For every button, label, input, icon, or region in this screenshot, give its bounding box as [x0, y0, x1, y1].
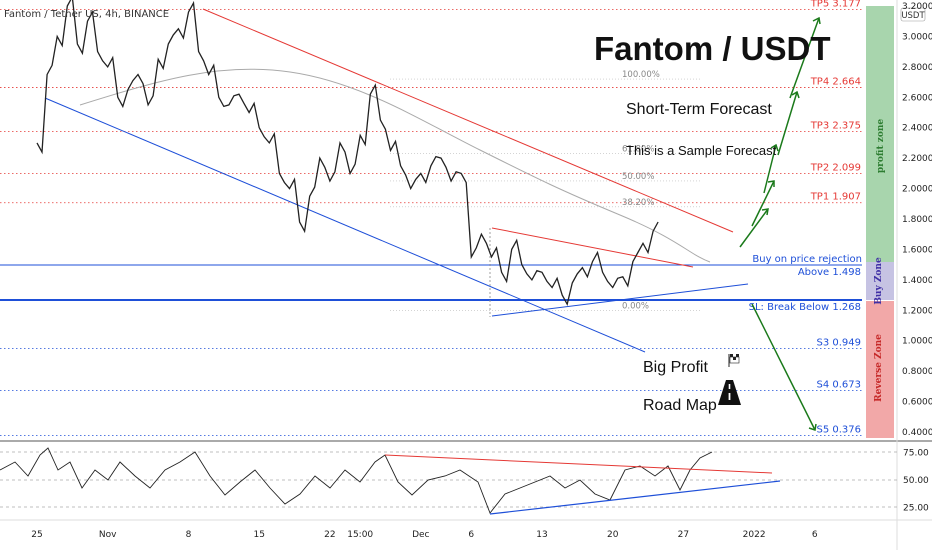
- downtrend-support-line: [44, 97, 646, 353]
- buy-note-label: Buy on price rejection: [752, 254, 862, 265]
- profit-zone-box: [866, 6, 894, 262]
- time-tick-label: 22: [324, 530, 335, 540]
- level-label: TP5 3.177: [810, 0, 861, 9]
- time-tick-label: 2022: [743, 530, 766, 540]
- reverse-zone-box: [866, 301, 894, 438]
- level-label: TP3 2.375: [810, 121, 861, 132]
- road-map-label: Road Map: [643, 397, 717, 414]
- symbol-header: Fantom / Tether US, 4h, BINANCE: [4, 9, 169, 20]
- price-tick-label: 2.8000: [902, 63, 932, 73]
- buy-zone-box: [866, 262, 894, 300]
- fib-layer: 100.00% 61.80% 50.00% 38.20% 0.00%: [390, 70, 700, 311]
- price-tick-label: 1.0000: [902, 337, 932, 347]
- time-tick-label: 13: [536, 530, 547, 540]
- road-icon: [718, 380, 741, 405]
- price-tick-label: 2.6000: [902, 93, 932, 103]
- rsi-axis: 75.00 50.00 25.00: [903, 449, 929, 514]
- forecast-arrows: [739, 16, 821, 431]
- fib-label: 100.00%: [622, 70, 660, 80]
- price-tick-label: 1.2000: [902, 306, 932, 316]
- price-tick-label: 1.8000: [902, 215, 932, 225]
- time-tick-label: 25: [31, 530, 42, 540]
- level-label: TP4 2.664: [810, 77, 861, 88]
- level-label: Above 1.498: [798, 267, 861, 278]
- price-tick-label: 2.4000: [902, 124, 932, 134]
- price-tick-label: 1.4000: [902, 276, 932, 286]
- checkered-flag-icon: [728, 354, 740, 367]
- price-line: [36, 0, 659, 306]
- short-term-forecast-label: Short-Term Forecast: [626, 101, 772, 118]
- levels-layer: TP5 3.177 TP4 2.664 TP3 2.375 TP2 2.099 TP1 …: [0, 0, 862, 437]
- sample-forecast-label: This is a Sample Forecast: [626, 143, 777, 158]
- price-tick-label: 0.4000: [902, 428, 932, 438]
- price-tick-label: 1.6000: [902, 245, 932, 255]
- downtrend-resistance-line: [202, 8, 734, 233]
- time-tick-label: 15:00: [347, 530, 373, 540]
- fib-label: 61.80%: [622, 145, 654, 155]
- price-tick-label: 2.0000: [902, 185, 932, 195]
- level-label: TP1 1.907: [810, 192, 861, 203]
- reverse-zone-label: Reverse Zone: [874, 334, 884, 402]
- fib-label: 50.00%: [622, 172, 654, 182]
- level-label: S4 0.673: [816, 379, 861, 390]
- buy-zone-label: Buy Zone: [874, 257, 884, 305]
- currency-badge: USDT: [901, 11, 925, 21]
- time-tick-label: Nov: [99, 530, 117, 540]
- big-profit-label: Big Profit: [643, 359, 708, 376]
- rsi-tick-label: 25.00: [903, 504, 929, 514]
- rsi-bottom-trendline: [489, 480, 781, 515]
- time-tick-label: 6: [468, 530, 474, 540]
- rsi-tick-label: 75.00: [903, 449, 929, 459]
- time-tick-label: 27: [678, 530, 689, 540]
- chart-title: Fantom / USDT: [594, 30, 831, 67]
- currency-badge-box: [900, 7, 926, 22]
- fib-label: 38.20%: [622, 198, 654, 208]
- moving-average-line: [79, 68, 711, 263]
- price-tick-label: 3.0000: [902, 32, 932, 42]
- time-tick-label: 8: [186, 530, 192, 540]
- time-tick-label: 15: [253, 530, 264, 540]
- time-tick-label: 20: [607, 530, 619, 540]
- wedge-top-line: [491, 227, 694, 268]
- time-tick-label: Dec: [412, 530, 429, 540]
- price-tick-label: 3.2000: [902, 2, 932, 12]
- price-tick-label: 0.6000: [902, 398, 932, 408]
- level-label: SL: Break Below 1.268: [749, 302, 861, 313]
- level-label: S3 0.949: [816, 337, 861, 348]
- price-tick-label: 0.8000: [902, 367, 932, 377]
- level-label: TP2 2.099: [810, 163, 861, 174]
- price-tick-label: 2.2000: [902, 154, 932, 164]
- fib-label: 0.00%: [622, 301, 649, 311]
- rsi-line: [0, 447, 713, 514]
- profit-zone-label: profit zone: [876, 119, 886, 174]
- price-axis: 3.2000 3.0000 2.8000 2.6000 2.4000 2.2000 2.00…: [902, 2, 932, 438]
- level-label: S5 0.376: [816, 425, 861, 436]
- time-tick-label: 6: [812, 530, 818, 540]
- time-axis: 25 Nov 8 15 22 15:00 Dec 6 13 20 27 2022 6: [31, 530, 818, 540]
- rsi-top-trendline: [384, 454, 773, 474]
- rsi-tick-label: 50.00: [903, 476, 929, 486]
- wedge-bottom-line: [491, 283, 749, 317]
